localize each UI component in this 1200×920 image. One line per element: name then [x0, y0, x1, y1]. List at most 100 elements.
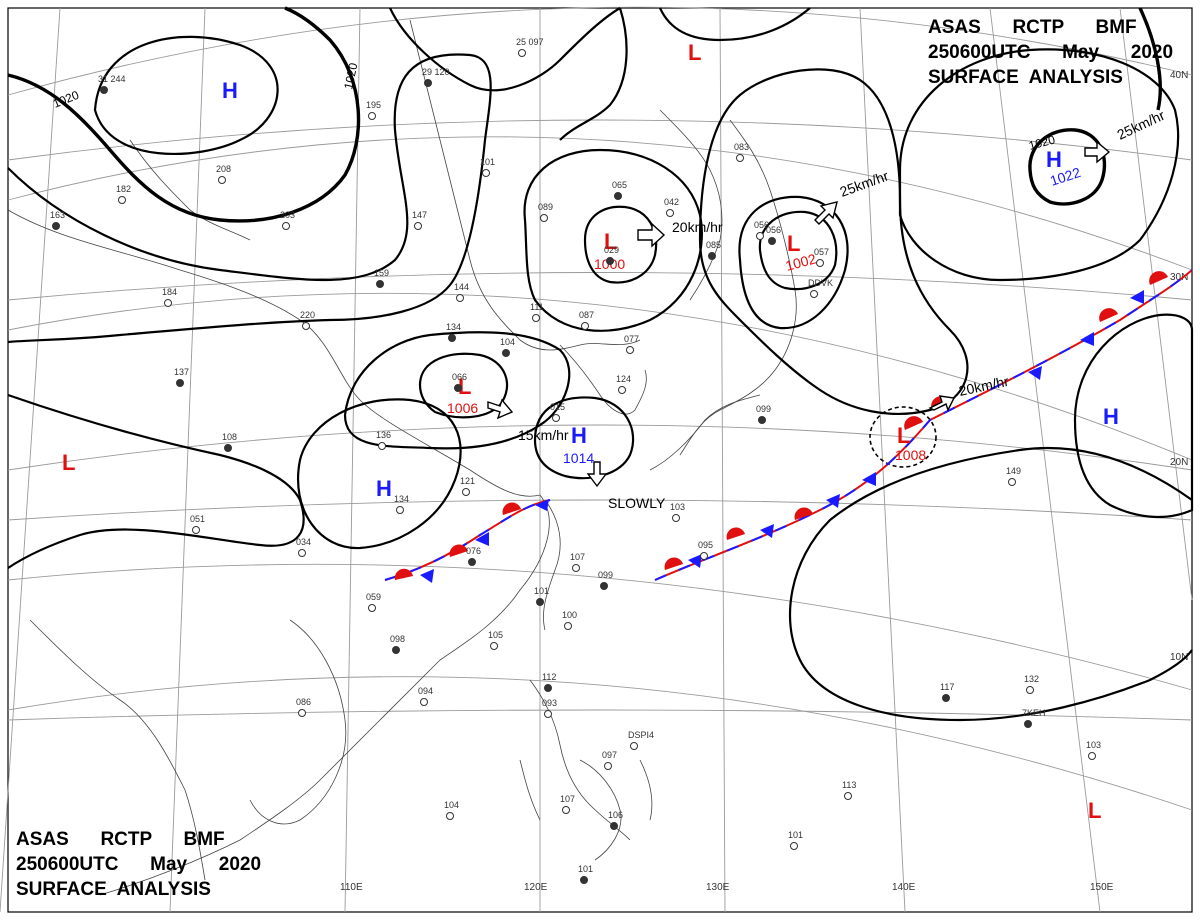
- station-marker: [1026, 686, 1034, 694]
- station-label: 134: [446, 322, 461, 332]
- station-label: 106: [608, 810, 623, 820]
- station-plot: 29 120: [422, 67, 450, 87]
- station-plot: 31 244: [98, 74, 126, 94]
- station-label: 099: [756, 404, 771, 414]
- station-plot: 085: [706, 240, 721, 260]
- isobars: [7, 6, 1194, 722]
- high-center-label: H: [571, 423, 587, 448]
- low-pressure-value: 1006: [447, 400, 478, 416]
- pressure-systems: H L 1000 L 1002 H 1022 L 1006 H 1014 L 1…: [62, 40, 1119, 823]
- station-marker: [666, 209, 674, 217]
- station-label: 029: [604, 245, 619, 255]
- isobar-1020-topright: [1138, 7, 1162, 111]
- station-marker: [610, 822, 618, 830]
- station-plot: DDVK: [808, 278, 833, 298]
- station-label: 195: [366, 100, 381, 110]
- station-marker: [224, 444, 232, 452]
- station-label: 034: [296, 537, 311, 547]
- station-plot: 083: [734, 142, 749, 162]
- arrow-icon: [814, 201, 838, 225]
- header-title-line1: ASAS RCTP BMF: [16, 829, 225, 850]
- station-marker: [1024, 720, 1032, 728]
- isobar-label: 1020: [1027, 132, 1057, 153]
- station-label: 144: [454, 282, 469, 292]
- station-plot: 106: [608, 810, 623, 830]
- station-label: 087: [579, 310, 594, 320]
- station-plot: 101: [788, 830, 803, 850]
- low-pressure-value: 1002: [784, 250, 818, 274]
- lat-label-10n: 10N: [1170, 652, 1188, 663]
- isobar-left-mid: [7, 393, 305, 569]
- lon-label-150e: 150E: [1090, 882, 1114, 893]
- station-label: DDVK: [808, 278, 833, 288]
- station-plot: 065: [612, 180, 627, 200]
- station-label: 159: [374, 268, 389, 278]
- station-label: 7KEH: [1022, 708, 1046, 718]
- station-marker: [600, 582, 608, 590]
- arrow-icon: [928, 395, 956, 412]
- station-marker: [298, 549, 306, 557]
- station-marker: [52, 222, 60, 230]
- header-title-line2: 250600UTC May 2020: [928, 42, 1173, 63]
- station-label: 101: [578, 864, 593, 874]
- station-plot: 103: [670, 502, 685, 522]
- station-marker: [544, 684, 552, 692]
- station-marker: [518, 49, 526, 57]
- station-plot: 124: [616, 374, 631, 394]
- station-label: 132: [1024, 674, 1039, 684]
- station-marker: [564, 622, 572, 630]
- station-marker: [368, 112, 376, 120]
- station-plot: 086: [296, 697, 311, 717]
- station-label: 136: [376, 430, 391, 440]
- station-label: 093: [542, 698, 557, 708]
- header-top-right: ASAS RCTP BMF 250600UTC May 2020 SURFACE…: [928, 17, 1173, 88]
- station-plot: 163: [50, 210, 65, 230]
- station-marker: [424, 79, 432, 87]
- station-marker: [758, 416, 766, 424]
- isobar-ring-l1000-out: [523, 148, 703, 332]
- station-label: 203: [280, 210, 295, 220]
- station-marker: [816, 259, 824, 267]
- low-pressure-value: 1008: [895, 447, 926, 463]
- station-plot: 056: [766, 225, 781, 245]
- station-plot: 208: [216, 164, 231, 184]
- movement-arrows: [487, 140, 1111, 488]
- station-marker: [482, 169, 490, 177]
- movement-label: SLOWLY: [608, 495, 666, 511]
- station-plot: 042: [664, 197, 679, 217]
- isobar-ring-l1008: [869, 406, 937, 468]
- station-label: 147: [412, 210, 427, 220]
- station-label: 29 120: [422, 67, 450, 77]
- station-label: DSPI4: [628, 730, 654, 740]
- station-plot: 056: [754, 220, 769, 240]
- station-plot: 100: [562, 610, 577, 630]
- movement-label: 20km/hr: [672, 219, 723, 235]
- station-label: 184: [162, 287, 177, 297]
- station-label: 112: [542, 672, 556, 682]
- station-marker: [164, 299, 172, 307]
- station-label: 137: [174, 367, 189, 377]
- station-marker: [420, 698, 428, 706]
- station-plot: 147: [412, 210, 427, 230]
- station-marker: [192, 526, 200, 534]
- station-label: 015: [550, 402, 565, 412]
- station-plot: 134: [446, 322, 461, 342]
- station-marker: [581, 322, 589, 330]
- station-label: 104: [444, 800, 459, 810]
- header-title-line1: ASAS RCTP BMF: [928, 17, 1137, 38]
- station-plot: 25 097: [516, 37, 544, 57]
- station-label: 066: [452, 372, 467, 382]
- station-marker: [736, 154, 744, 162]
- station-plot: 144: [454, 282, 469, 302]
- station-label: 31 244: [98, 74, 126, 84]
- station-marker: [1088, 752, 1096, 760]
- header-title-line2: 250600UTC May 2020: [16, 854, 261, 875]
- station-marker: [844, 792, 852, 800]
- station-plot: 7KEH: [1022, 708, 1046, 728]
- station-marker: [630, 742, 638, 750]
- movement-label: 15km/hr: [518, 427, 569, 443]
- low-center-label: L: [897, 423, 910, 448]
- station-label: 149: [1006, 466, 1021, 476]
- isobar-ring-l1000-in: [583, 205, 658, 284]
- station-marker: [218, 176, 226, 184]
